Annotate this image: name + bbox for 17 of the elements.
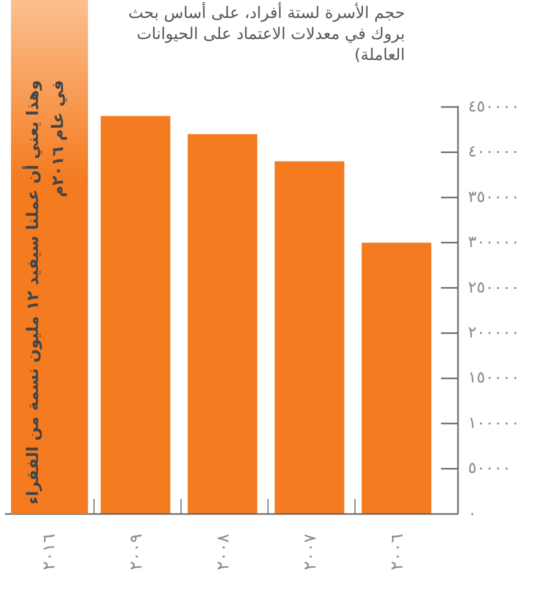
x-tick-label: ٢٠١٦ (40, 534, 60, 570)
x-tick-label: ٢٠٠٦ (388, 534, 408, 570)
x-tick-label: ٢٠٠٨ (214, 534, 234, 570)
y-tick-label: ٢٠٠٠٠٠ (468, 322, 520, 342)
y-tick-label: ١٠٠٠٠٠ (468, 412, 520, 432)
y-tick-label: ٣٠٠٠٠٠ (468, 232, 520, 252)
y-tick-label: ٤٠٠٠٠٠ (468, 142, 520, 161)
y-tick-label: ١٥٠٠٠٠ (468, 368, 520, 387)
y-tick-label: ٠ (468, 503, 477, 522)
y-tick-label: ٢٥٠٠٠٠ (468, 277, 520, 296)
x-tick-label: ٢٠٠٩ (126, 534, 146, 570)
band-label: وهذا يعني أن عملنا سيفيد ١٢ مليون نسمة من الفقراء في عام ٢٠١٦م (21, 80, 68, 506)
chart-title: حجم الأسرة لستة أفراد، على أساس بحث بروك في معدلات الاعتماد على الحيوانات العاملة) (127, 2, 405, 65)
x-tick-label: ٢٠٠٧ (300, 534, 320, 570)
y-tick-label: ٥٠٠٠٠ (468, 458, 511, 478)
y-tick-label: ٤٥٠٠٠٠ (468, 96, 520, 116)
y-tick-label: ٣٥٠٠٠٠ (468, 186, 520, 206)
